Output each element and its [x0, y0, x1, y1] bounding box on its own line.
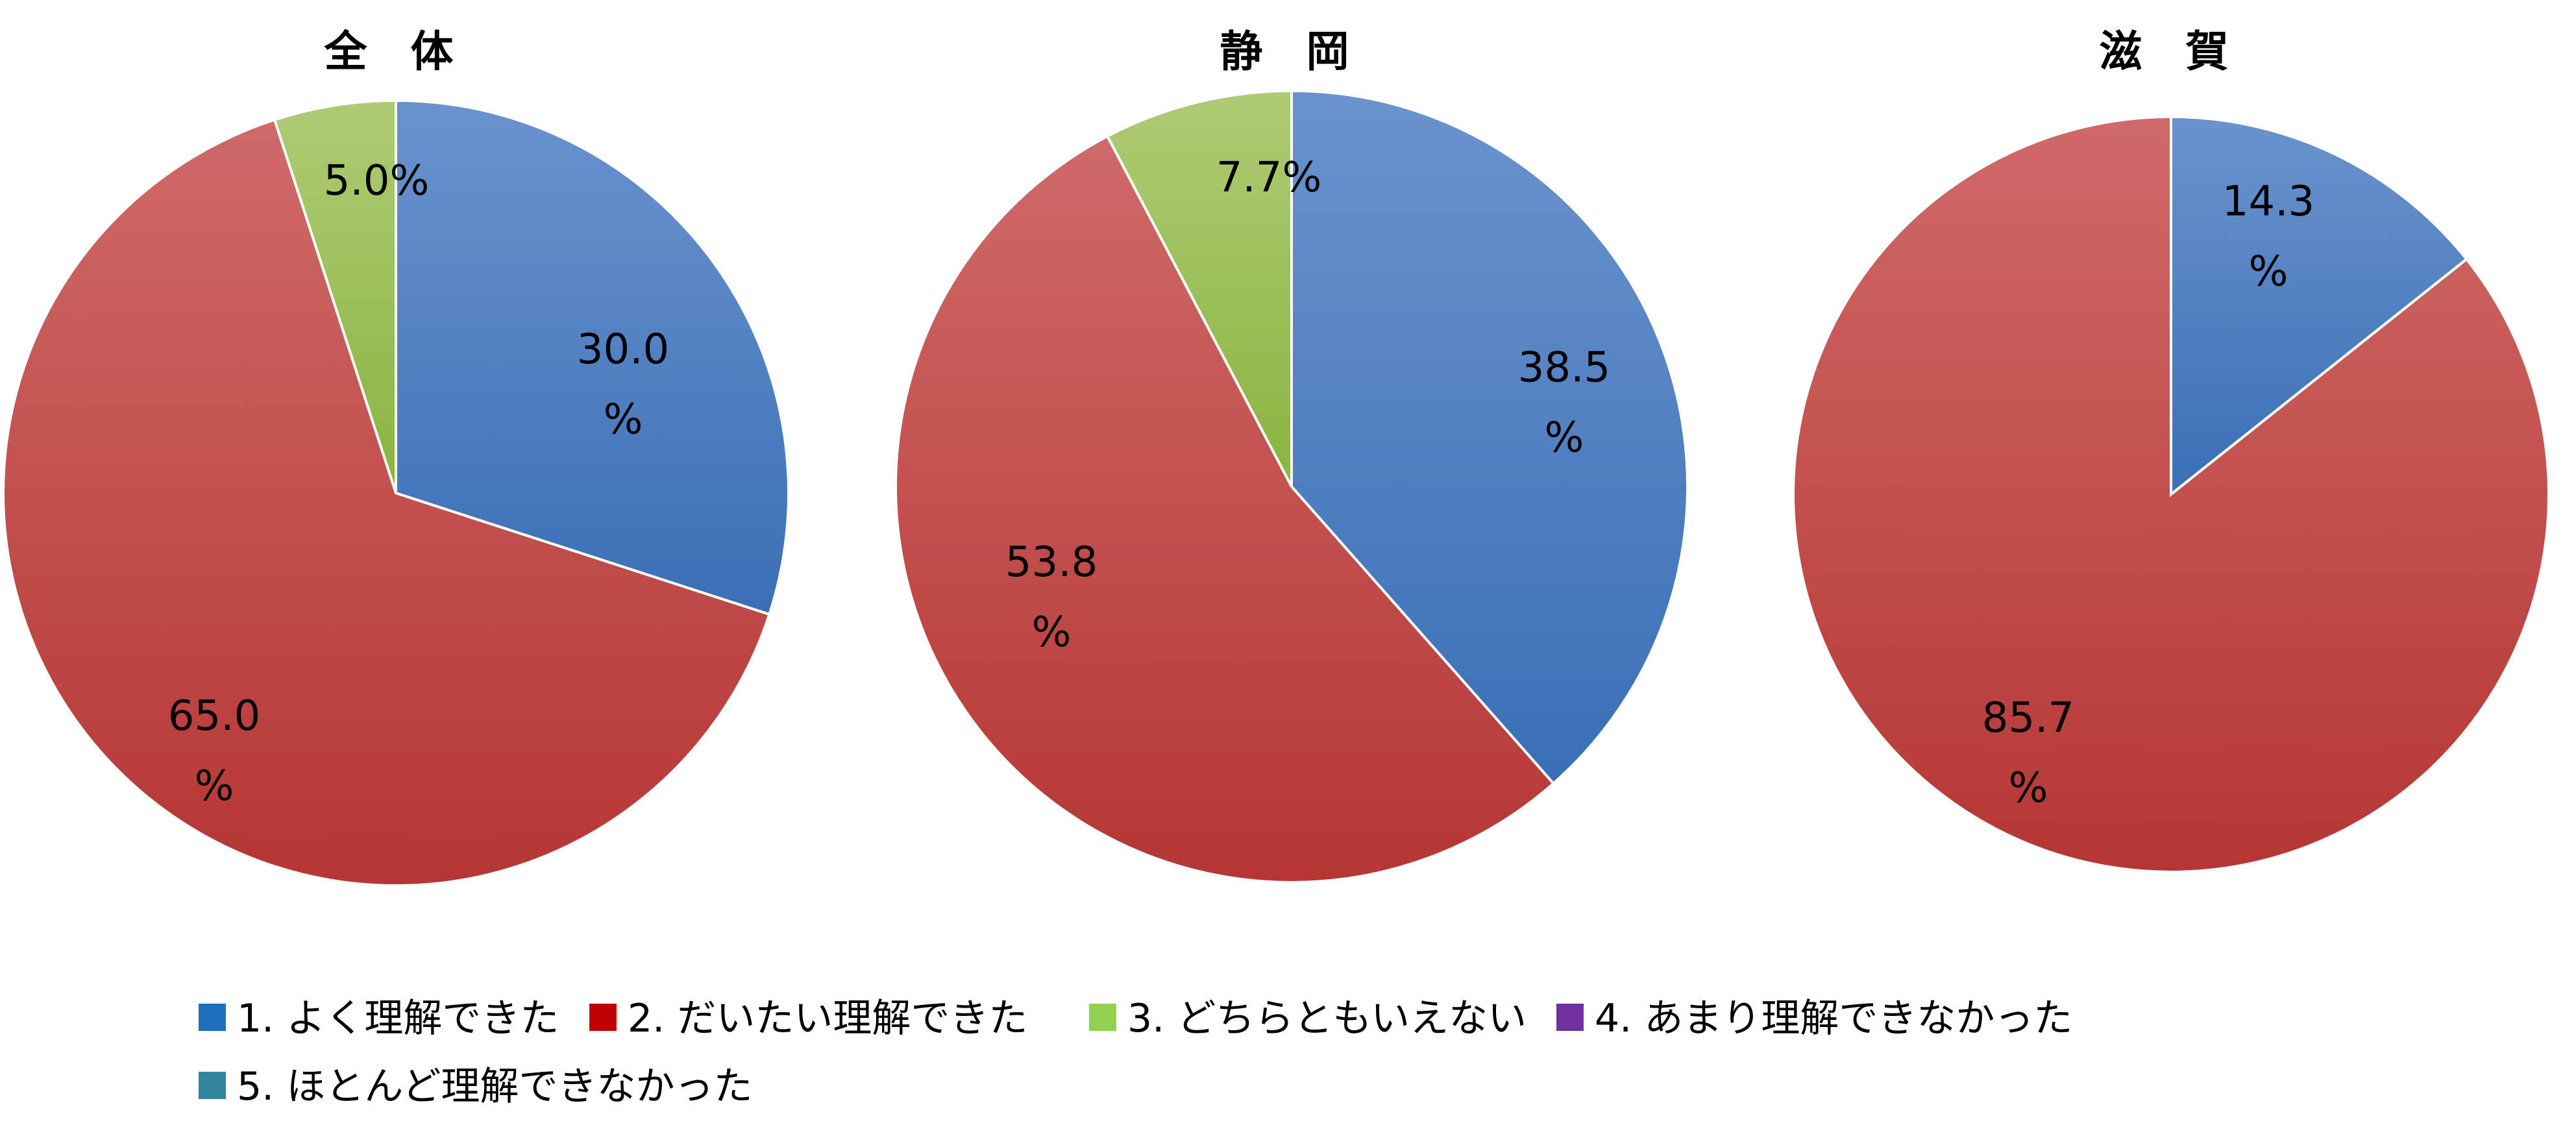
legend-label-5: 5. ほとんど理解できなかった: [237, 1064, 753, 1109]
legend-swatch-4: [1556, 1004, 1584, 1031]
pie-slice: [1792, 115, 2550, 873]
slice-label: 30.0%: [577, 326, 670, 444]
pie-chart-shiga: 滋 賀 14.3 % 85.7%: [1792, 27, 2550, 873]
slice-label: 65.0%: [168, 692, 261, 810]
pie-slice: [1105, 89, 1293, 487]
legend-swatch-2: [589, 1004, 617, 1031]
slice-label: 53.8%: [1005, 538, 1098, 657]
pie-labels: 38.5 % 53.8 % 7.7%: [1005, 154, 1611, 657]
legend-label-3: 3. どちらともいえない: [1127, 996, 1527, 1041]
pie-labels: 14.3 % 85.7%: [1982, 178, 2315, 812]
pie-chart-overall: 全 体 30.0 % 65.0 % 5.0%: [2, 27, 790, 887]
pie-chart-shizuoka: 静 岡 38.5 % 53.8 % 7.7%: [894, 27, 1689, 884]
pie-slice: [2170, 115, 2469, 498]
legend: 1. よく理解できた 2. だいたい理解できた 3. どちらともいえない 4. …: [199, 996, 2072, 1109]
pie-slice: [894, 134, 1556, 884]
legend-label-1: 1. よく理解できた: [237, 996, 559, 1041]
chart-title: 全 体: [324, 27, 468, 77]
slice-label: 14.3%: [2222, 178, 2315, 296]
pie-slices: [1792, 115, 2550, 873]
slice-label: 38.5%: [1518, 344, 1611, 462]
legend-swatch-5: [199, 1072, 226, 1099]
pie-slice: [2, 118, 771, 887]
pie-slice: [1290, 89, 1689, 786]
legend-swatch-3: [1089, 1004, 1116, 1031]
legend-label-4: 4. あまり理解できなかった: [1595, 996, 2072, 1041]
pie-slices: [2, 99, 790, 887]
legend-swatch-1: [199, 1004, 226, 1031]
legend-label-2: 2. だいたい理解できた: [628, 996, 1027, 1041]
slice-label: 5.0%: [324, 157, 430, 205]
slice-label: 85.7%: [1982, 694, 2075, 812]
chart-title: 滋 賀: [2100, 27, 2243, 77]
slice-label: 7.7%: [1216, 154, 1322, 202]
pie-slice: [273, 99, 397, 494]
pie-slice: [395, 99, 790, 616]
pie-labels: 30.0 % 65.0 % 5.0%: [168, 157, 670, 810]
pie-slices: [894, 89, 1689, 884]
chart-title: 静 岡: [1220, 27, 1364, 77]
